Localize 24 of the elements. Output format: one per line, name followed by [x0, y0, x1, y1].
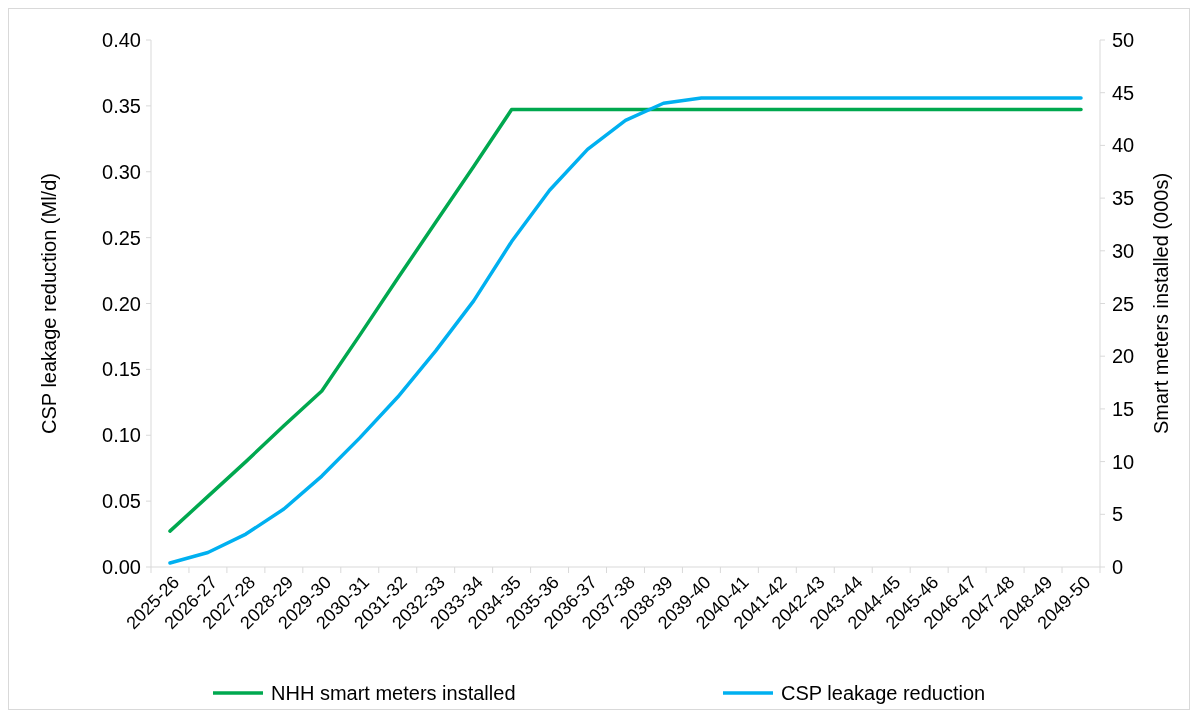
- y2-tick-label: 40: [1112, 134, 1135, 157]
- y-tick-label: 0.25: [102, 226, 141, 249]
- y-tick-label: 0.35: [102, 94, 141, 117]
- legend-label: CSP leakage reduction: [781, 682, 986, 704]
- y-tick-label: 0.10: [102, 424, 141, 447]
- y-axis-title: CSP leakage reduction (Ml/d): [38, 173, 60, 434]
- y-tick-label: 0.20: [102, 292, 141, 315]
- y2-tick-label: 35: [1112, 187, 1135, 210]
- y-tick-label: 0.00: [102, 556, 141, 578]
- y2-tick-label: 15: [1112, 397, 1135, 420]
- y2-tick-label: 20: [1112, 345, 1135, 368]
- y-tick-label: 0.15: [102, 358, 141, 381]
- y-tick-label: 0.05: [102, 490, 141, 513]
- y2-tick-label: 45: [1112, 81, 1135, 104]
- y-tick-label: 0.40: [102, 29, 141, 51]
- y2-axis-title: Smart meters installed (000s): [1150, 172, 1172, 435]
- y-tick-label: 0.30: [102, 160, 141, 183]
- y2-tick-label: 30: [1112, 239, 1135, 262]
- y2-tick-label: 50: [1112, 29, 1135, 51]
- legend-label: NHH smart meters installed: [271, 682, 516, 704]
- y2-tick-label: 0: [1112, 556, 1124, 578]
- y2-tick-label: 10: [1112, 450, 1135, 473]
- y2-tick-label: 25: [1112, 292, 1135, 315]
- y2-tick-label: 5: [1112, 503, 1124, 526]
